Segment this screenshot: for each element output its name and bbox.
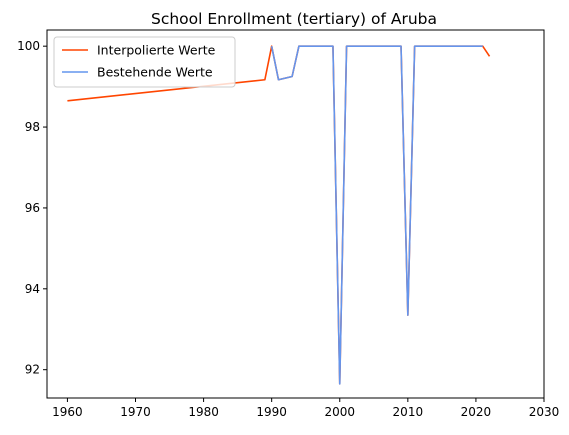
x-tick-label: 1980 [188,405,219,419]
x-tick-label: 2030 [529,405,560,419]
x-tick-label: 2010 [393,405,424,419]
y-tick-label: 96 [25,201,40,215]
x-tick-label: 1990 [256,405,287,419]
x-tick-label: 1960 [52,405,83,419]
plot-frame [46,29,545,399]
y-tick-label: 92 [25,363,40,377]
y-tick-label: 100 [17,39,40,53]
interpolated-values-line [67,45,491,385]
x-tick-label: 1970 [120,405,151,419]
legend-label-interpolated: Interpolierte Werte [97,43,216,58]
chart-title: School Enrollment (tertiary) of Aruba [151,10,437,28]
legend-label-existing: Bestehende Werte [97,65,213,80]
x-tick-label: 2020 [461,405,492,419]
y-tick-label: 98 [25,120,40,134]
legend: Interpolierte Werte Bestehende Werte [53,36,236,88]
legend-box [53,36,236,88]
existing-values-line [270,45,483,385]
y-axis-ticks: 92 94 96 98 100 [17,39,47,377]
x-axis-ticks: 1960 1970 1980 1990 2000 2010 2020 2030 [52,398,559,419]
plot-series [67,45,491,385]
x-tick-label: 2000 [324,405,355,419]
y-tick-label: 94 [25,282,40,296]
